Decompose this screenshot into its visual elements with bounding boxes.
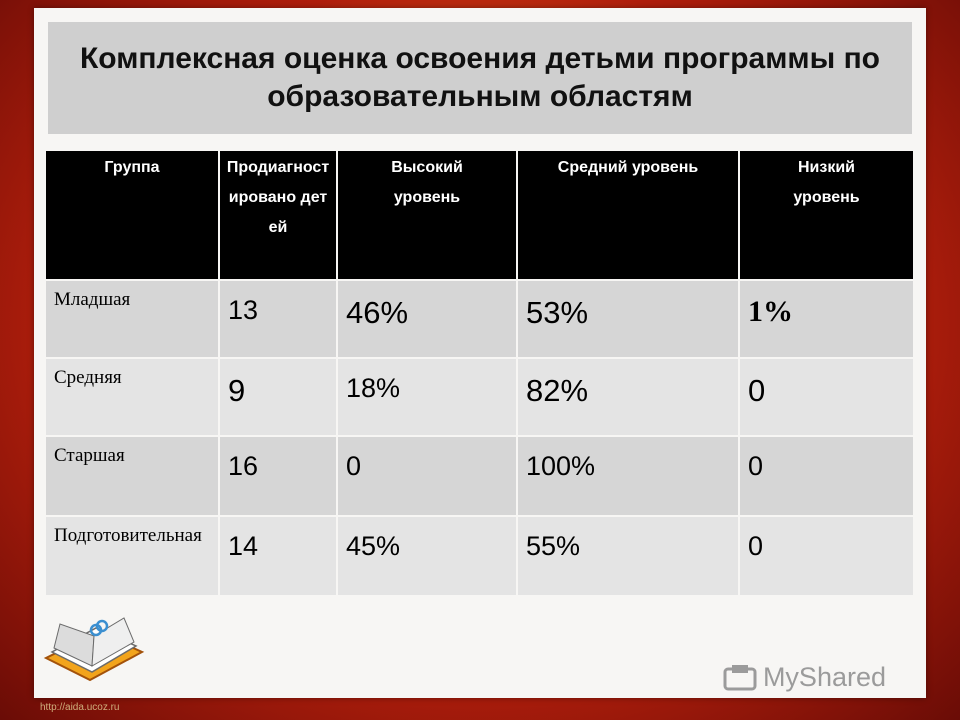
cell-medium: 53%	[518, 281, 738, 357]
table-row: Подготовительная 14 45% 55% 0	[46, 517, 913, 595]
header-group: Группа	[46, 151, 218, 279]
slide-title: Комплексная оценка освоения детьми прогр…	[79, 42, 881, 113]
cell-group: Средняя	[46, 359, 218, 435]
results-table: Группа Продиагностировано детей Высокий …	[44, 149, 915, 597]
watermark-text: MyShared	[762, 662, 886, 692]
myshared-logo: MyShared	[723, 662, 886, 693]
cell-medium: 100%	[518, 437, 738, 515]
cell-diagnosed: 14	[220, 517, 336, 595]
cell-medium: 82%	[518, 359, 738, 435]
cell-group: Старшая	[46, 437, 218, 515]
table-row: Средняя 9 18% 82% 0	[46, 359, 913, 435]
header-high: Высокий уровень	[338, 151, 516, 279]
slide: Комплексная оценка освоения детьми прогр…	[34, 8, 926, 698]
cell-group: Младшая	[46, 281, 218, 357]
cell-high: 18%	[338, 359, 516, 435]
cell-low: 0	[740, 437, 913, 515]
cell-diagnosed: 9	[220, 359, 336, 435]
header-low: Низкий уровень	[740, 151, 913, 279]
cell-high: 45%	[338, 517, 516, 595]
cell-diagnosed: 13	[220, 281, 336, 357]
table-row: Младшая 13 46% 53% 1%	[46, 281, 913, 357]
cell-high: 0	[338, 437, 516, 515]
table-row: Старшая 16 0 100% 0	[46, 437, 913, 515]
source-url: http://aida.ucoz.ru	[40, 702, 120, 713]
open-book-icon	[38, 596, 148, 691]
myshared-logo-icon	[723, 664, 757, 690]
cell-low: 0	[740, 517, 913, 595]
table-header-row: Группа Продиагностировано детей Высокий …	[46, 151, 913, 279]
title-box: Комплексная оценка освоения детьми прогр…	[48, 22, 912, 134]
header-diagnosed: Продиагностировано детей	[220, 151, 336, 279]
cell-low: 0	[740, 359, 913, 435]
cell-group: Подготовительная	[46, 517, 218, 595]
header-medium: Средний уровень	[518, 151, 738, 279]
cell-high: 46%	[338, 281, 516, 357]
cell-medium: 55%	[518, 517, 738, 595]
cell-diagnosed: 16	[220, 437, 336, 515]
cell-low: 1%	[740, 281, 913, 357]
